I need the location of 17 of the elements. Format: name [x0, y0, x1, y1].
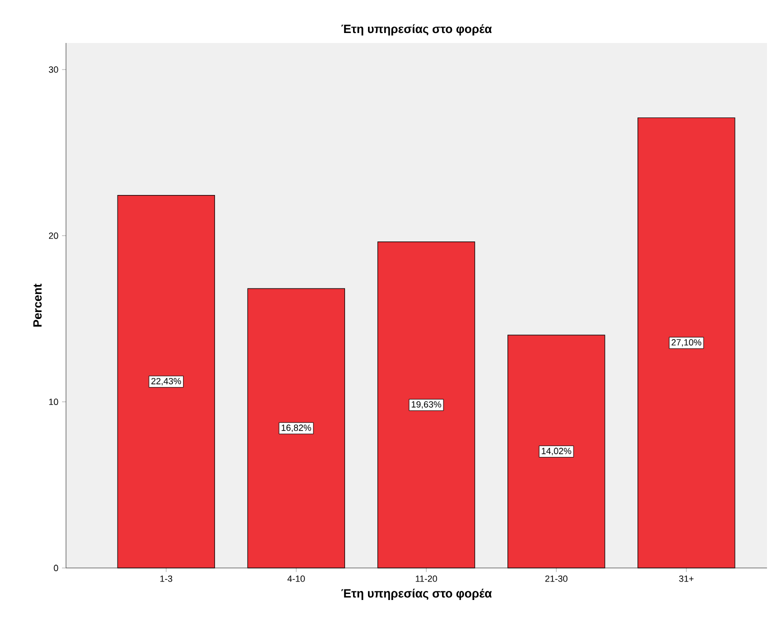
y-axis-title: Percent — [33, 284, 42, 327]
data-label: 19,63% — [412, 401, 442, 409]
data-label: 22,43% — [151, 378, 182, 386]
data-label: 16,82% — [282, 424, 312, 432]
x-axis-title: Έτη υπηρεσίας στο φορέα — [341, 588, 492, 600]
data-label: 14,02% — [542, 448, 572, 456]
x-tick-label: 11-20 — [416, 576, 438, 582]
y-tick-label: 20 — [48, 232, 58, 239]
x-tick-label: 31+ — [679, 576, 694, 582]
data-label: 27,10% — [672, 339, 702, 347]
chart-title: Έτη υπηρεσίας στο φορέα — [341, 24, 492, 36]
x-tick-label: 4-10 — [287, 576, 305, 582]
x-tick-label: 1-3 — [160, 576, 172, 582]
x-tick-label: 21-30 — [545, 576, 568, 582]
y-tick-label: 10 — [49, 398, 58, 406]
y-tick-label: 30 — [48, 66, 58, 73]
y-tick-label: 0 — [54, 564, 58, 572]
